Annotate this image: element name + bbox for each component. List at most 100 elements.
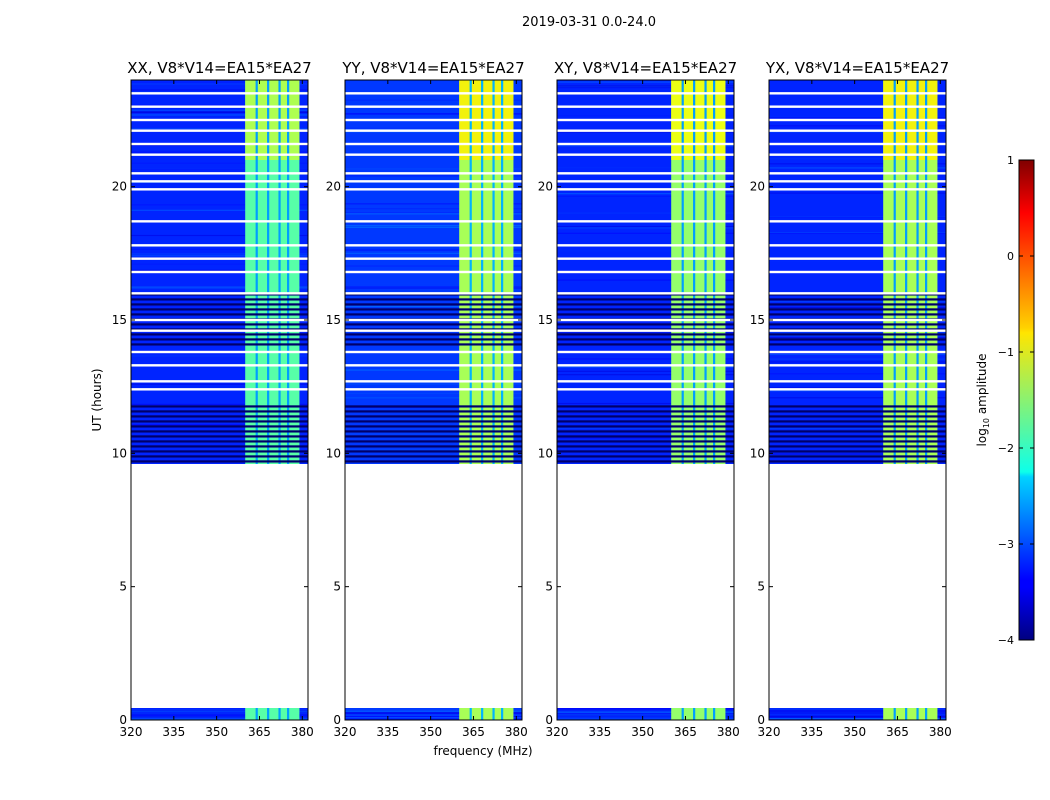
flagged-row [557,430,734,433]
flagged-row [769,460,946,463]
noise-streak [131,355,308,357]
flag-line [557,257,734,260]
noise-streak [345,713,522,715]
noise-streak [131,709,308,711]
flag-line [557,380,734,383]
rfi-subband-edge [905,708,908,720]
noise-streak [769,175,946,177]
noise-streak [345,711,522,714]
panel-1: XX, V8*V14=EA15*EA27 320 335 350 365 380 0 5 10 1… [112,59,314,739]
noise-streak [557,718,734,720]
flagged-row [769,303,946,306]
panel-title: XY, V8*V14=EA15*EA27 [554,59,737,77]
flagged-row [131,338,308,341]
noise-streak [345,168,522,170]
flagged-row [131,430,308,433]
y-tick-label: 20 [750,180,765,194]
flagged-row [345,445,522,448]
noise-streak [557,131,734,133]
y-tick-label: 10 [538,446,553,460]
flag-line [131,380,308,383]
flag-line [557,364,734,367]
noise-streak [769,117,946,119]
noise-streak [131,712,308,714]
noise-streak [131,114,308,116]
noise-streak [769,216,946,219]
noise-streak [131,713,308,715]
flag-line [345,244,522,247]
noise-streak [769,158,946,160]
flagged-row [345,323,522,326]
flagged-row [557,338,734,341]
noise-streak [769,163,946,165]
noise-streak [557,85,734,87]
noise-streak [131,255,308,257]
noise-streak [131,304,308,307]
noise-streak [557,91,734,93]
noise-streak [769,718,946,720]
noise-streak [769,332,946,334]
rfi-band [883,708,938,720]
flag-line [345,257,522,260]
flagged-row [557,410,734,413]
flagged-row [131,308,308,311]
flag-line [131,318,308,322]
flag-line [769,142,946,146]
x-tick-label: 335 [162,725,185,739]
noise-streak [345,712,522,714]
noise-streak [557,167,734,169]
flagged-row [345,455,522,458]
flagged-row [345,405,522,408]
flagged-row [557,308,734,311]
noise-streak [769,131,946,133]
flagged-row [557,343,734,346]
panel-1-image [131,80,308,720]
noise-streak [769,453,946,455]
noise-streak [557,717,734,719]
noise-streak [769,715,946,717]
colorbar-label-base: 10 [982,418,991,428]
flagged-row [345,420,522,423]
panel-frame [768,79,947,721]
x-tick-label: 365 [462,725,485,739]
noise-streak [345,287,522,289]
colorbar-tick-label: −1 [998,346,1014,359]
x-tick-label: 335 [588,725,611,739]
colorbar-tick-label: 0 [1007,250,1014,263]
flag-line [345,142,522,146]
flag-line [557,142,734,146]
noise-streak [131,263,308,265]
flagged-row [769,333,946,336]
noise-streak [557,413,734,415]
flag-line [769,388,946,391]
rfi-subband-edge [693,708,696,720]
flagged-row [769,323,946,326]
flag-line [557,388,734,391]
noise-streak [345,369,522,371]
noise-streak [131,715,308,717]
flagged-row [345,440,522,443]
noise-streak [557,374,734,376]
flagged-row [131,460,308,463]
noise-streak [769,334,946,337]
flag-line [769,118,946,122]
noise-streak [557,115,734,117]
flag-line [345,329,522,332]
flagged-row [345,338,522,341]
noise-streak [769,718,946,720]
noise-streak [557,81,734,83]
flag-line [131,105,308,108]
flag-line [131,180,308,183]
x-tick-label: 320 [334,725,357,739]
noise-streak [131,109,308,111]
rfi-subband-edge [267,708,270,720]
flag-line [769,153,946,156]
noise-streak [557,437,734,439]
flag-line [769,270,946,274]
y-tick-label: 20 [112,180,127,194]
noise-streak [557,299,734,302]
noise-streak [769,711,946,714]
noise-streak [769,390,946,392]
noise-streak [131,128,308,130]
